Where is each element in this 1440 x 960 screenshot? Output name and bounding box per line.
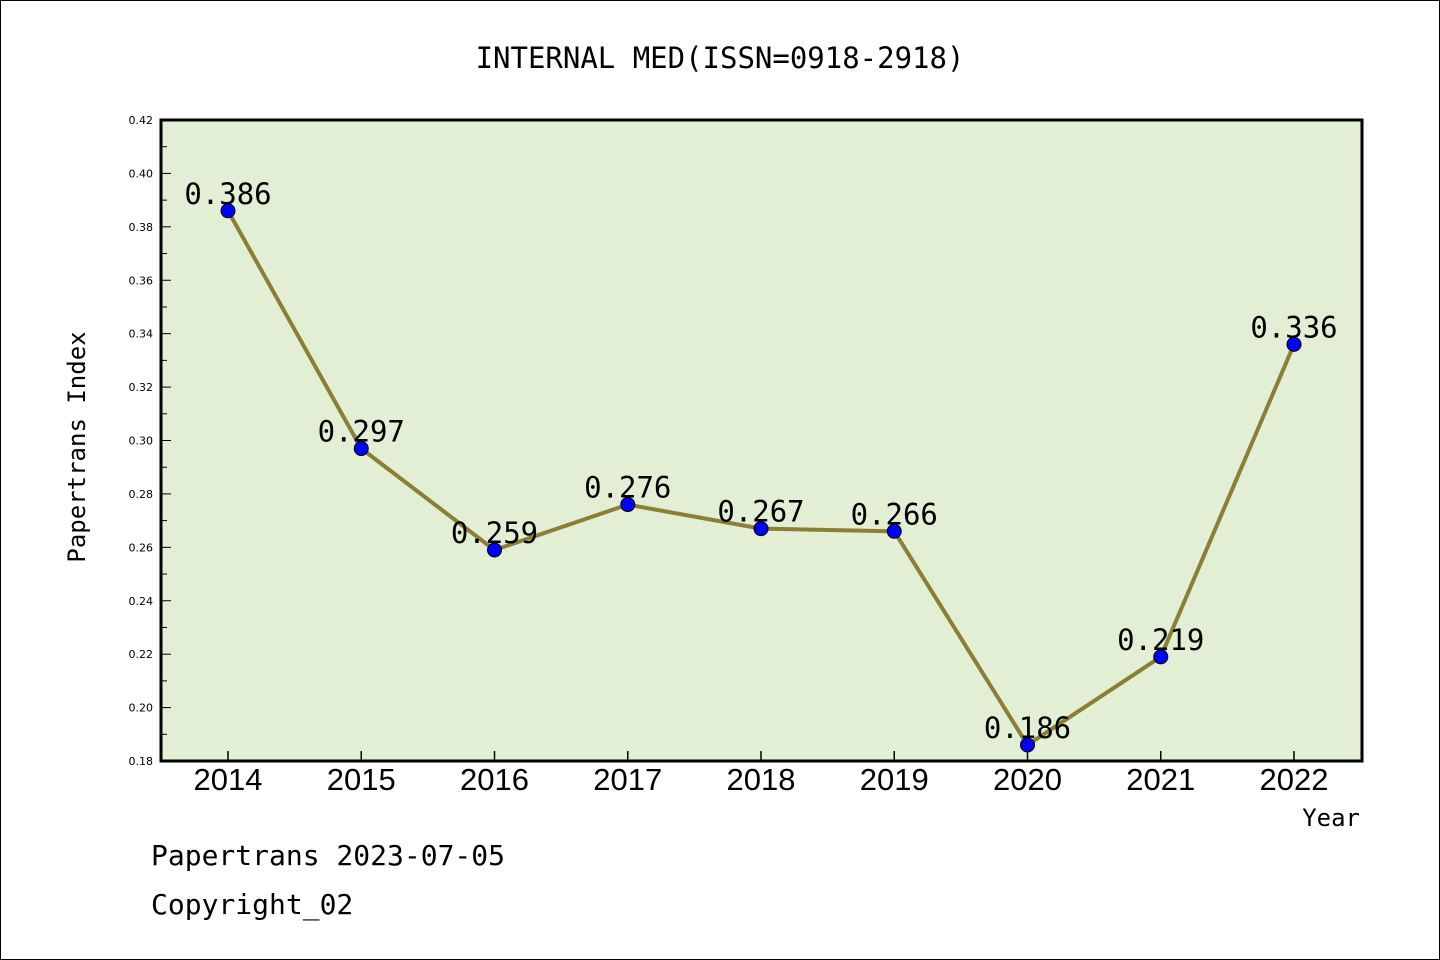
data-label: 0.259 (451, 516, 538, 550)
y-tick-label: 0.26 (129, 541, 154, 554)
data-label: 0.297 (318, 415, 405, 449)
x-tick-label: 2019 (860, 762, 929, 797)
data-point (753, 521, 769, 537)
data-point (886, 523, 902, 539)
footer-copyright: Copyright_02 (151, 888, 353, 922)
data-label: 0.219 (1117, 623, 1204, 657)
data-point (220, 203, 236, 219)
y-tick-label: 0.38 (129, 221, 154, 234)
x-axis-title: Year (1302, 804, 1360, 832)
data-label: 0.276 (584, 471, 671, 505)
data-label: 0.267 (717, 495, 804, 529)
data-point (1153, 649, 1169, 665)
y-tick-label: 0.24 (129, 595, 154, 608)
y-tick-label: 0.40 (129, 167, 154, 180)
x-tick-label: 2018 (727, 762, 796, 797)
x-tick-label: 2021 (1126, 762, 1195, 797)
x-axis: 2014 2015 2016 2017 2018 2019 2020 2021 2022 (194, 751, 1329, 797)
data-label: 0.336 (1250, 310, 1337, 344)
data-point (1286, 336, 1302, 352)
data-label: 0.186 (984, 711, 1071, 745)
y-axis: 0.18 0.20 0.22 0.24 0.26 0.28 0.30 0.32 0.34 0.36… (129, 114, 171, 768)
y-tick-label: 0.18 (129, 755, 154, 768)
y-axis-title: Papertrans Index (63, 331, 91, 562)
y-tick-label: 0.20 (129, 702, 154, 715)
data-label-group: 0.386 0.297 0.259 0.276 0.267 0.266 0.186 0.219… (184, 177, 1337, 745)
data-point (620, 497, 636, 513)
x-tick-label: 2020 (993, 762, 1062, 797)
footer-date: Papertrans 2023-07-05 (151, 839, 505, 872)
y-tick-label: 0.30 (129, 435, 154, 448)
x-tick-label: 2016 (460, 762, 529, 797)
data-label: 0.266 (851, 497, 938, 531)
x-tick-label: 2014 (194, 762, 263, 797)
y-tick-label: 0.28 (129, 488, 154, 501)
y-tick-label: 0.34 (129, 328, 154, 341)
chart-title: INTERNAL MED(ISSN=0918-2918) (476, 41, 965, 75)
y-tick-label: 0.36 (129, 274, 154, 287)
x-tick-label: 2015 (327, 762, 396, 797)
y-tick-label: 0.22 (129, 648, 154, 661)
y-tick-label: 0.32 (129, 381, 154, 394)
data-point (1020, 737, 1035, 753)
series-line-group (220, 203, 1302, 753)
data-point (353, 441, 369, 457)
x-tick-label: 2022 (1260, 762, 1329, 797)
data-label: 0.386 (184, 177, 271, 211)
y-tick-label: 0.42 (129, 114, 154, 127)
x-tick-label: 2017 (593, 762, 662, 797)
data-point (487, 542, 502, 558)
